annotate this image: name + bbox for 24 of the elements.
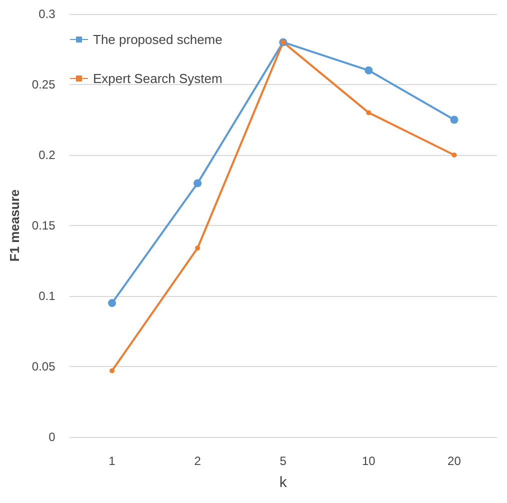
y-tick-label: 0.3 xyxy=(38,7,56,21)
y-tick-label: 0 xyxy=(48,430,56,444)
x-axis-title: k xyxy=(279,474,288,491)
point xyxy=(364,66,373,74)
y-tick-label: 0.25 xyxy=(32,78,56,92)
legend-label: The proposed scheme xyxy=(93,32,222,47)
x-tick-label: 10 xyxy=(362,454,376,468)
x-tick-label: 5 xyxy=(280,454,287,468)
y-tick-label: 0.2 xyxy=(38,148,56,162)
y-tick-label: 0.15 xyxy=(32,218,56,232)
point xyxy=(366,110,372,116)
point xyxy=(195,246,200,251)
point xyxy=(450,116,458,124)
y-axis-title: F1 measure xyxy=(7,189,22,262)
x-tick-label: 1 xyxy=(108,454,116,468)
point xyxy=(110,368,115,374)
point xyxy=(108,299,116,308)
x-tick-label: 2 xyxy=(194,454,202,468)
y-tick-label: 0.05 xyxy=(32,360,56,374)
legend-label: Expert Search System xyxy=(93,71,222,86)
point xyxy=(452,152,457,158)
point xyxy=(194,179,202,188)
x-tick-label: 20 xyxy=(448,454,462,468)
y-tick-label: 0.1 xyxy=(38,289,56,303)
